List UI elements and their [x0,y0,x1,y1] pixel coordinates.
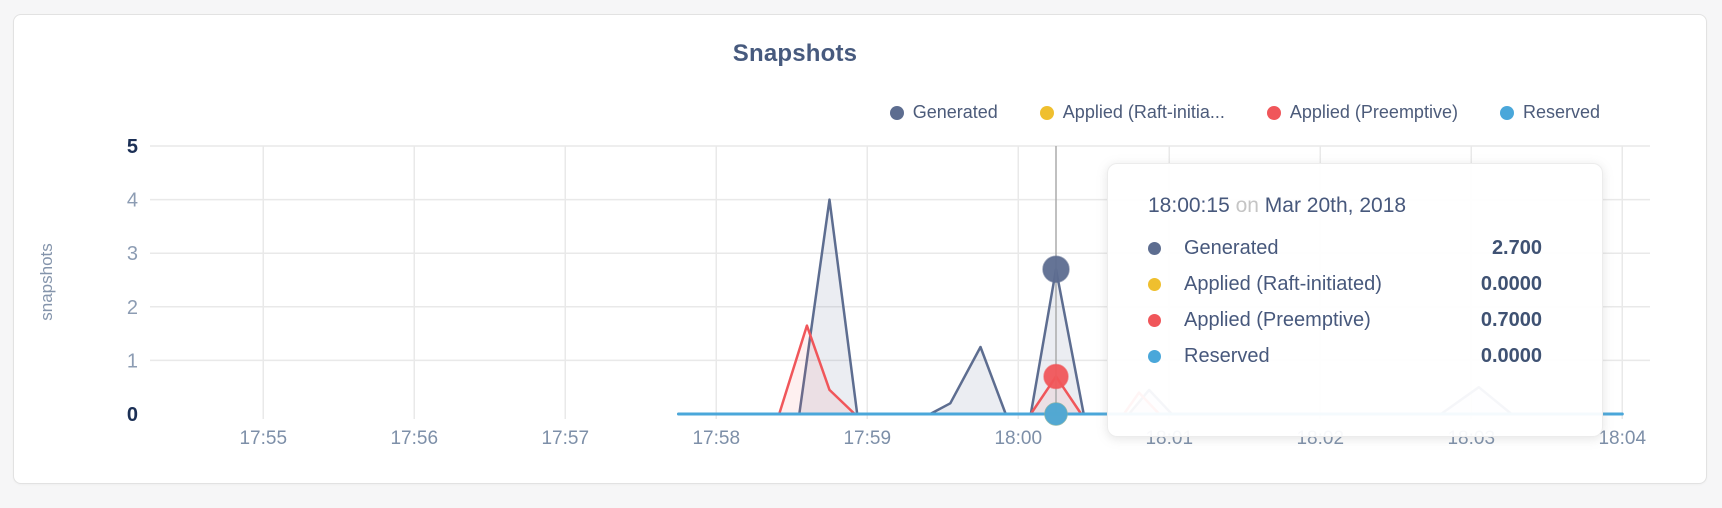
tooltip-series-value: 2.700 [1491,236,1542,259]
y-tick-label: 4 [127,190,138,212]
chart-title: Snapshots [732,40,858,67]
tooltip-row-applied-preemptive: Applied (Preemptive) 0.7000 [1108,302,1602,338]
y-tick-label: 2 [127,297,138,319]
tooltip-series-dot-icon [1148,241,1161,255]
tooltip-series-value: 0.0000 [1480,272,1542,295]
tooltip-row-reserved: Reserved 0.0000 [1108,338,1602,374]
hover-dot-applied-preemptive [1043,363,1069,390]
tooltip-header: 18:00:15 on Mar 20th, 2018 [1148,194,1562,218]
legend: Generated Applied (Raft-initia... Applied … [889,102,1600,123]
legend-item-label: Applied (Raft-initia... [1062,102,1225,122]
tooltip-rows: Generated 2.700 Applied (Raft-initiated) 0.… [1108,230,1602,374]
y-tick-label: 3 [127,243,138,265]
tooltip-series-label: Generated [1184,236,1279,259]
tooltip-series-label: Reserved [1184,344,1270,367]
y-tick-label: 5 [127,136,138,158]
x-tick-label: 17:59 [843,428,891,449]
legend-dot-icon [1266,105,1281,120]
y-axis-title: snapshots [37,243,56,321]
x-tick-label: 18:00 [994,428,1042,449]
legend-dot-icon [1499,105,1514,120]
tooltip-series-label: Applied (Raft-initiated) [1184,272,1382,295]
x-tick-label: 17:55 [239,428,287,449]
tooltip-series-value: 0.0000 [1480,344,1542,367]
tooltip-series-dot-icon [1148,277,1161,291]
y-tick-label: 1 [127,350,138,372]
x-tick-label: 18:04 [1598,428,1646,449]
tooltip-connector: on [1235,194,1259,217]
tooltip-time: 18:00:15 [1148,194,1230,217]
legend-item-applied-raft-initia[interactable]: Applied (Raft-initia... [1039,102,1225,123]
tooltip-series-label: Applied (Preemptive) [1184,308,1371,331]
legend-item-reserved[interactable]: Reserved [1499,102,1600,123]
hover-dot-reserved [1044,402,1068,426]
hover-dot-generated [1042,255,1070,284]
legend-item-label: Generated [912,102,998,122]
chart-tooltip: 18:00:15 on Mar 20th, 2018 Generated 2.70… [1107,163,1603,437]
tooltip-series-dot-icon [1148,349,1161,363]
tooltip-date: Mar 20th, 2018 [1264,194,1407,217]
legend-item-label: Reserved [1522,102,1600,122]
tooltip-series-value: 0.7000 [1480,308,1542,331]
tooltip-series-dot-icon [1148,313,1161,327]
x-tick-label: 17:58 [692,428,740,449]
tooltip-row-applied-raft-initiated: Applied (Raft-initiated) 0.0000 [1108,266,1602,302]
legend-dot-icon [1039,105,1054,120]
legend-dot-icon [889,105,904,120]
tooltip-row-generated: Generated 2.700 [1108,230,1602,266]
x-tick-label: 17:56 [390,428,438,449]
y-tick-label: 0 [127,404,138,426]
legend-item-applied-preemptive[interactable]: Applied (Preemptive) [1266,102,1458,123]
legend-item-generated[interactable]: Generated [889,102,998,123]
legend-item-label: Applied (Preemptive) [1289,102,1458,122]
x-tick-label: 17:57 [541,428,589,449]
